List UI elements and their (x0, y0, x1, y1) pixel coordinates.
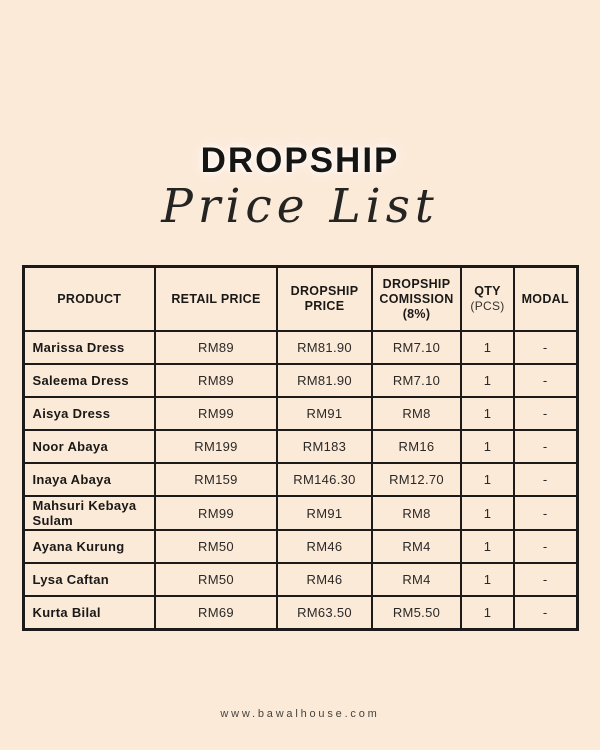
col-header-dropship-price: DROPSHIP PRICE (276, 265, 373, 332)
col-header-commission: DROPSHIP COMISSION (8%) (371, 265, 462, 332)
qty-cell: 1 (460, 562, 515, 597)
table-row: Ayana Kurung RM50 RM46 RM4 1 - (22, 529, 578, 564)
poster-header: DROPSHIP Price List (0, 0, 600, 234)
table-row: Mahsuri Kebaya Sulam RM99 RM91 RM8 1 - (22, 495, 578, 531)
dropship-price-cell: RM146.30 (276, 462, 373, 497)
product-name-cell: Marissa Dress (22, 330, 156, 365)
col-header-dropship-price-label: DROPSHIP PRICE (290, 284, 359, 313)
qty-cell: 1 (460, 363, 515, 398)
col-header-modal-label: MODAL (521, 291, 569, 306)
qty-cell: 1 (460, 595, 515, 631)
dropship-price-cell: RM91 (276, 495, 373, 531)
dropship-price-cell: RM183 (276, 429, 373, 464)
table-row: Lysa Caftan RM50 RM46 RM4 1 - (22, 562, 578, 597)
retail-price-cell: RM89 (154, 330, 278, 365)
commission-cell: RM16 (371, 429, 462, 464)
col-header-commission-label: DROPSHIP COMISSION (8%) (379, 276, 454, 321)
modal-cell: - (513, 330, 578, 365)
page-subtitle: Price List (161, 179, 439, 234)
table-row: Aisya Dress RM99 RM91 RM8 1 - (22, 396, 578, 431)
retail-price-cell: RM50 (154, 529, 278, 564)
modal-cell: - (513, 429, 578, 464)
product-name-cell: Aisya Dress (22, 396, 156, 431)
qty-cell: 1 (460, 529, 515, 564)
product-name-cell: Ayana Kurung (22, 529, 156, 564)
commission-cell: RM8 (371, 495, 462, 531)
product-name-cell: Mahsuri Kebaya Sulam (22, 495, 156, 531)
retail-price-cell: RM99 (154, 396, 278, 431)
product-name-cell: Noor Abaya (22, 429, 156, 464)
qty-cell: 1 (460, 429, 515, 464)
table-row: Marissa Dress RM89 RM81.90 RM7.10 1 - (22, 330, 578, 365)
commission-cell: RM5.50 (371, 595, 462, 631)
retail-price-cell: RM199 (154, 429, 278, 464)
col-header-retail-price: RETAIL PRICE (154, 265, 278, 332)
modal-cell: - (513, 529, 578, 564)
modal-cell: - (513, 562, 578, 597)
retail-price-cell: RM159 (154, 462, 278, 497)
modal-cell: - (513, 595, 578, 631)
modal-cell: - (513, 495, 578, 531)
website-url: www.bawalhouse.com (220, 708, 380, 720)
product-name-cell: Saleema Dress (22, 363, 156, 398)
qty-cell: 1 (460, 396, 515, 431)
dropship-price-cell: RM63.50 (276, 595, 373, 631)
table-row: Kurta Bilal RM69 RM63.50 RM5.50 1 - (22, 595, 578, 631)
product-name-cell: Lysa Caftan (22, 562, 156, 597)
modal-cell: - (513, 363, 578, 398)
page-title: DROPSHIP (200, 141, 400, 180)
col-header-qty-label: QTY (474, 284, 501, 298)
col-header-product-label: PRODUCT (57, 291, 122, 306)
commission-cell: RM8 (371, 396, 462, 431)
dropship-price-cell: RM81.90 (276, 363, 373, 398)
dropship-price-cell: RM46 (276, 529, 373, 564)
qty-cell: 1 (460, 495, 515, 531)
table-row: Inaya Abaya RM159 RM146.30 RM12.70 1 - (22, 462, 578, 497)
dropship-price-cell: RM46 (276, 562, 373, 597)
col-header-qty-unit: (PCS) (470, 299, 505, 313)
modal-cell: - (513, 462, 578, 497)
qty-cell: 1 (460, 462, 515, 497)
dropship-price-cell: RM91 (276, 396, 373, 431)
qty-cell: 1 (460, 330, 515, 365)
retail-price-cell: RM69 (154, 595, 278, 631)
retail-price-cell: RM99 (154, 495, 278, 531)
commission-cell: RM7.10 (371, 330, 462, 365)
retail-price-cell: RM50 (154, 562, 278, 597)
dropship-price-cell: RM81.90 (276, 330, 373, 365)
commission-cell: RM7.10 (371, 363, 462, 398)
table-header-row: PRODUCT RETAIL PRICE DROPSHIP PRICE DROP… (22, 265, 578, 332)
col-header-qty: QTY (PCS) (460, 265, 515, 332)
price-table: PRODUCT RETAIL PRICE DROPSHIP PRICE DROP… (21, 265, 579, 631)
col-header-product: PRODUCT (22, 265, 156, 332)
commission-cell: RM4 (371, 529, 462, 564)
commission-cell: RM12.70 (371, 462, 462, 497)
product-name-cell: Inaya Abaya (22, 462, 156, 497)
table-row: Saleema Dress RM89 RM81.90 RM7.10 1 - (22, 363, 578, 398)
col-header-modal: MODAL (513, 265, 578, 332)
table-row: Noor Abaya RM199 RM183 RM16 1 - (22, 429, 578, 464)
commission-cell: RM4 (371, 562, 462, 597)
retail-price-cell: RM89 (154, 363, 278, 398)
col-header-retail-price-label: RETAIL PRICE (171, 291, 261, 306)
product-name-cell: Kurta Bilal (22, 595, 156, 631)
modal-cell: - (513, 396, 578, 431)
